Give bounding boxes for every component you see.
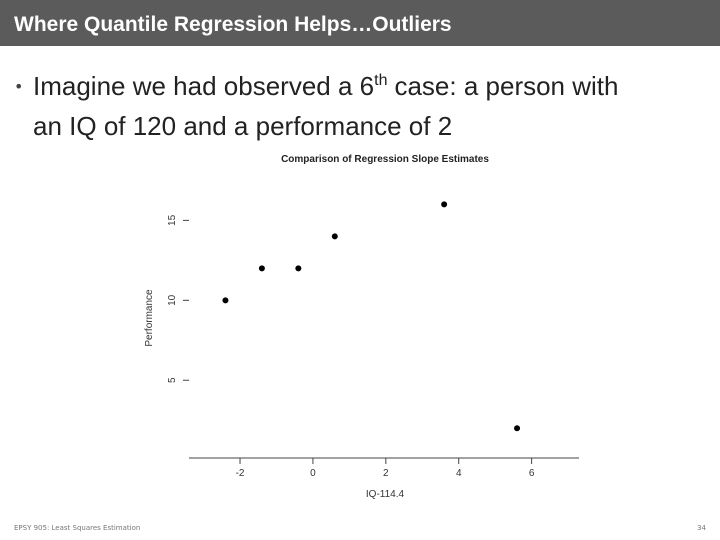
- x-tick-label: -2: [236, 468, 245, 479]
- bullet-sup: th: [374, 72, 387, 89]
- bullet-line: an IQ of 120 and a performance of 2: [33, 111, 452, 141]
- x-tick-label: 4: [456, 468, 462, 479]
- slide-title: Where Quantile Regression Helps…Outliers: [14, 13, 452, 36]
- x-tick-label: 0: [310, 468, 316, 479]
- point: [331, 233, 338, 240]
- point: [514, 425, 521, 432]
- y-tick-label: 15: [167, 214, 178, 226]
- y-axis-label: Performance: [144, 289, 155, 347]
- bullet-text: Imagine we had observed a 6: [33, 71, 374, 101]
- point: [258, 265, 265, 272]
- point: [222, 297, 229, 304]
- x-tick-label: 2: [383, 468, 389, 479]
- bullet-text: case: a person with: [394, 71, 618, 101]
- point: [295, 265, 302, 272]
- point: [441, 201, 448, 208]
- y-tick-label: 5: [167, 377, 178, 383]
- header-bar: [0, 0, 720, 46]
- bullet-line: Imagine we had observed a 6th case: a per…: [33, 71, 618, 101]
- chart-title: Comparison of Regression Slope Estimates: [281, 154, 489, 165]
- x-axis-label: IQ-114.4: [366, 489, 405, 500]
- bullet-dot: •: [14, 77, 23, 96]
- x-tick-label: 6: [529, 468, 535, 479]
- footer-text: EPSY 905: Least Squares Estimation: [14, 524, 140, 532]
- y-tick-label: 10: [167, 294, 178, 306]
- page-number: 34: [697, 524, 706, 532]
